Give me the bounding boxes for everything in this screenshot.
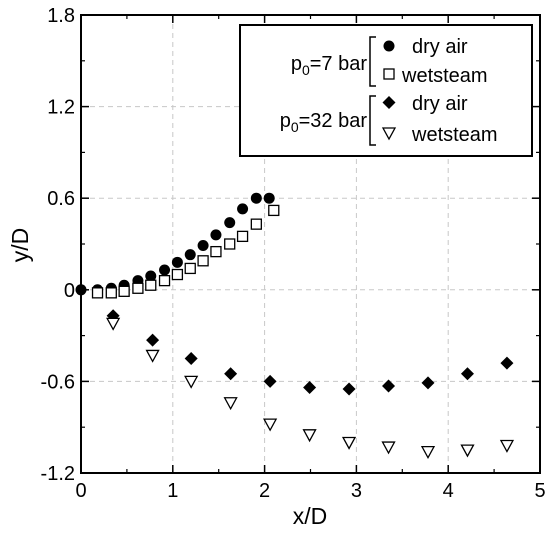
data-point-wetsteam-32bar <box>263 418 278 432</box>
data-point-wetsteam-32bar <box>106 317 121 331</box>
legend-group-label-1: p0=7 bar <box>291 53 368 78</box>
data-point-wetsteam-7bar <box>197 255 209 267</box>
data-point-dry-air-7bar <box>197 240 209 252</box>
legend-bracket-2 <box>369 95 376 146</box>
x-tick-label: 1 <box>167 480 178 502</box>
data-point-wetsteam-7bar <box>250 218 262 230</box>
tick-labels: 0 1 2 3 4 5 -1.2 -0.6 0 0.6 1.2 1.8 <box>41 5 546 502</box>
data-point-wetsteam-32bar <box>341 436 357 450</box>
data-point-dry-air-7bar <box>145 270 157 282</box>
data-point-dry-air-7bar <box>263 192 275 204</box>
legend: p0=7 bar dry air wetsteam p0=32 bar dry … <box>239 24 533 157</box>
legend-marker-wetsteam-32bar <box>381 127 397 141</box>
data-point-dry-air-32bar <box>342 382 356 396</box>
plot-frame <box>80 14 541 474</box>
legend-group-2-rest: =32 bar <box>299 110 368 132</box>
legend-marker-wetsteam-7bar <box>383 68 395 80</box>
data-point-wetsteam-7bar <box>118 285 130 297</box>
legend-group-2-main: p <box>280 110 291 132</box>
data-point-dry-air-7bar <box>210 229 222 241</box>
y-tick-label: -1.2 <box>41 463 75 485</box>
legend-group-2-sub: 0 <box>291 119 299 135</box>
x-axis-title: x/D <box>293 503 328 529</box>
data-point-dry-air-7bar <box>237 203 249 215</box>
data-point-dry-air-32bar <box>224 367 238 381</box>
data-point-wetsteam-32bar <box>420 445 436 459</box>
data-point-wetsteam-7bar <box>158 274 171 287</box>
data-point-wetsteam-32bar <box>381 441 396 455</box>
y-tick-label: -0.6 <box>41 371 75 393</box>
legend-label-dry-air-32bar: dry air <box>412 93 468 115</box>
data-point-wetsteam-32bar <box>184 375 199 389</box>
data-point-wetsteam-32bar <box>302 429 317 443</box>
data-point-dry-air-32bar <box>460 367 474 381</box>
x-tick-label: 2 <box>259 480 270 502</box>
data-markers <box>75 192 515 459</box>
data-point-wetsteam-7bar <box>224 238 236 250</box>
data-point-wetsteam-7bar <box>184 262 196 275</box>
data-point-wetsteam-32bar <box>145 349 160 363</box>
legend-label-wetsteam-7bar: wetsteam <box>401 65 488 87</box>
data-point-dry-air-32bar <box>303 381 317 395</box>
data-point-dry-air-32bar <box>500 356 514 370</box>
data-point-dry-air-7bar <box>171 256 183 268</box>
data-point-dry-air-7bar <box>250 192 262 204</box>
legend-label-dry-air-7bar: dry air <box>412 36 468 58</box>
data-point-wetsteam-7bar <box>268 204 280 217</box>
data-point-dry-air-7bar <box>75 284 87 296</box>
data-point-wetsteam-32bar <box>223 397 238 411</box>
data-point-dry-air-32bar <box>146 333 160 347</box>
y-tick-label: 1.2 <box>47 97 75 119</box>
legend-bracket-1 <box>369 36 376 87</box>
legend-group-label-2: p0=32 bar <box>280 110 368 135</box>
data-point-wetsteam-7bar <box>132 282 144 294</box>
data-point-wetsteam-7bar <box>91 287 104 299</box>
data-point-dry-air-32bar <box>421 376 435 390</box>
data-point-dry-air-32bar <box>382 379 396 393</box>
data-point-dry-air-7bar <box>224 217 236 229</box>
data-point-wetsteam-7bar <box>236 230 249 243</box>
data-point-dry-air-7bar <box>184 249 196 261</box>
legend-group-1-rest: =7 bar <box>310 53 368 75</box>
y-tick-label: 0 <box>64 280 75 302</box>
data-point-wetsteam-32bar <box>460 444 475 458</box>
y-axis-title: y/D <box>7 228 33 263</box>
data-point-wetsteam-7bar <box>171 268 184 281</box>
legend-label-wetsteam-32bar: wetsteam <box>411 124 498 146</box>
legend-marker-dry-air-32bar <box>382 96 396 109</box>
data-point-wetsteam-7bar <box>105 287 117 299</box>
legend-group-1-sub: 0 <box>302 62 310 78</box>
legend-marker-dry-air-7bar <box>383 40 395 52</box>
data-point-dry-air-32bar <box>263 374 277 388</box>
y-tick-label: 1.8 <box>47 5 75 27</box>
legend-group-1-main: p <box>291 53 302 75</box>
data-point-wetsteam-32bar <box>499 439 515 453</box>
data-point-dry-air-32bar <box>184 352 198 365</box>
x-tick-label: 3 <box>351 480 362 502</box>
x-tick-label: 4 <box>443 480 454 502</box>
data-point-wetsteam-7bar <box>145 279 157 291</box>
x-tick-label: 0 <box>75 480 86 502</box>
data-point-dry-air-7bar <box>159 264 171 276</box>
y-tick-label: 0.6 <box>47 188 75 210</box>
x-tick-label: 5 <box>534 480 545 502</box>
data-point-wetsteam-7bar <box>210 245 222 258</box>
